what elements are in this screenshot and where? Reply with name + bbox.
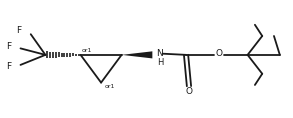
Text: O: O — [216, 49, 223, 58]
Text: F: F — [16, 26, 21, 35]
Polygon shape — [122, 51, 152, 58]
Text: N: N — [156, 49, 163, 58]
Text: H: H — [157, 58, 164, 67]
Text: F: F — [6, 62, 11, 71]
Text: F: F — [6, 42, 11, 51]
Text: O: O — [185, 87, 193, 96]
Text: or1: or1 — [81, 48, 92, 53]
Text: or1: or1 — [105, 84, 115, 89]
